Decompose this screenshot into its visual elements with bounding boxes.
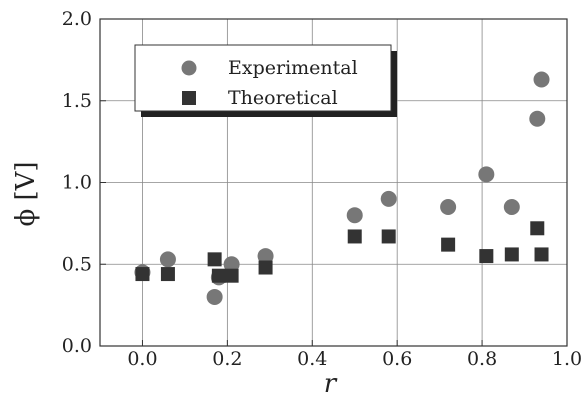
theoretical-point (441, 237, 456, 252)
theoretical-point (160, 267, 175, 282)
theoretical-point (479, 249, 494, 264)
theoretical-point (504, 247, 519, 262)
series-theoretical (135, 221, 549, 283)
experimental-point (223, 256, 240, 273)
y-tick-labels: 0.0 0.5 1.0 1.5 2.0 (62, 8, 92, 357)
data-points (134, 71, 550, 305)
y-tick-label: 2.0 (62, 8, 92, 30)
x-tick-label: 1.0 (552, 348, 582, 370)
legend: Experimental Theoretical (134, 44, 397, 117)
experimental-point (529, 110, 546, 127)
theoretical-point (347, 229, 362, 244)
experimental-point (380, 190, 397, 207)
legend-label-theoretical: Theoretical (228, 87, 338, 109)
y-axis-label: ϕ [V] (11, 161, 41, 226)
theoretical-point (135, 267, 150, 282)
x-tick-labels: 0.0 0.2 0.4 0.6 0.8 1.0 (127, 348, 582, 370)
theoretical-point (211, 268, 226, 283)
experimental-point (257, 248, 274, 265)
theoretical-point (207, 252, 222, 267)
experimental-point (346, 207, 363, 224)
y-tick-label: 1.0 (62, 172, 92, 194)
y-tick-label: 1.5 (62, 90, 92, 112)
legend-label-experimental: Experimental (228, 57, 358, 79)
x-tick-label: 0.6 (382, 348, 412, 370)
theoretical-point (258, 260, 273, 275)
x-axis-label: r (324, 369, 338, 399)
axis-ticks (100, 18, 568, 347)
legend-box (134, 44, 392, 112)
x-tick-label: 0.2 (212, 348, 242, 370)
theoretical-point (530, 221, 545, 236)
x-tick-label: 0.4 (297, 348, 327, 370)
theoretical-point (381, 229, 396, 244)
experimental-point (159, 251, 176, 268)
x-tick-label: 0.0 (127, 348, 157, 370)
legend-circle-marker (181, 60, 197, 76)
theoretical-point (224, 268, 239, 283)
y-tick-label: 0.5 (62, 253, 92, 275)
theoretical-point (534, 247, 549, 262)
experimental-point (478, 166, 495, 183)
experimental-point (533, 71, 550, 88)
experimental-point (440, 199, 457, 216)
experimental-point (503, 199, 520, 216)
legend-square-marker (182, 91, 196, 105)
x-tick-label: 0.8 (467, 348, 497, 370)
experimental-point (206, 288, 223, 305)
y-tick-label: 0.0 (62, 335, 92, 357)
